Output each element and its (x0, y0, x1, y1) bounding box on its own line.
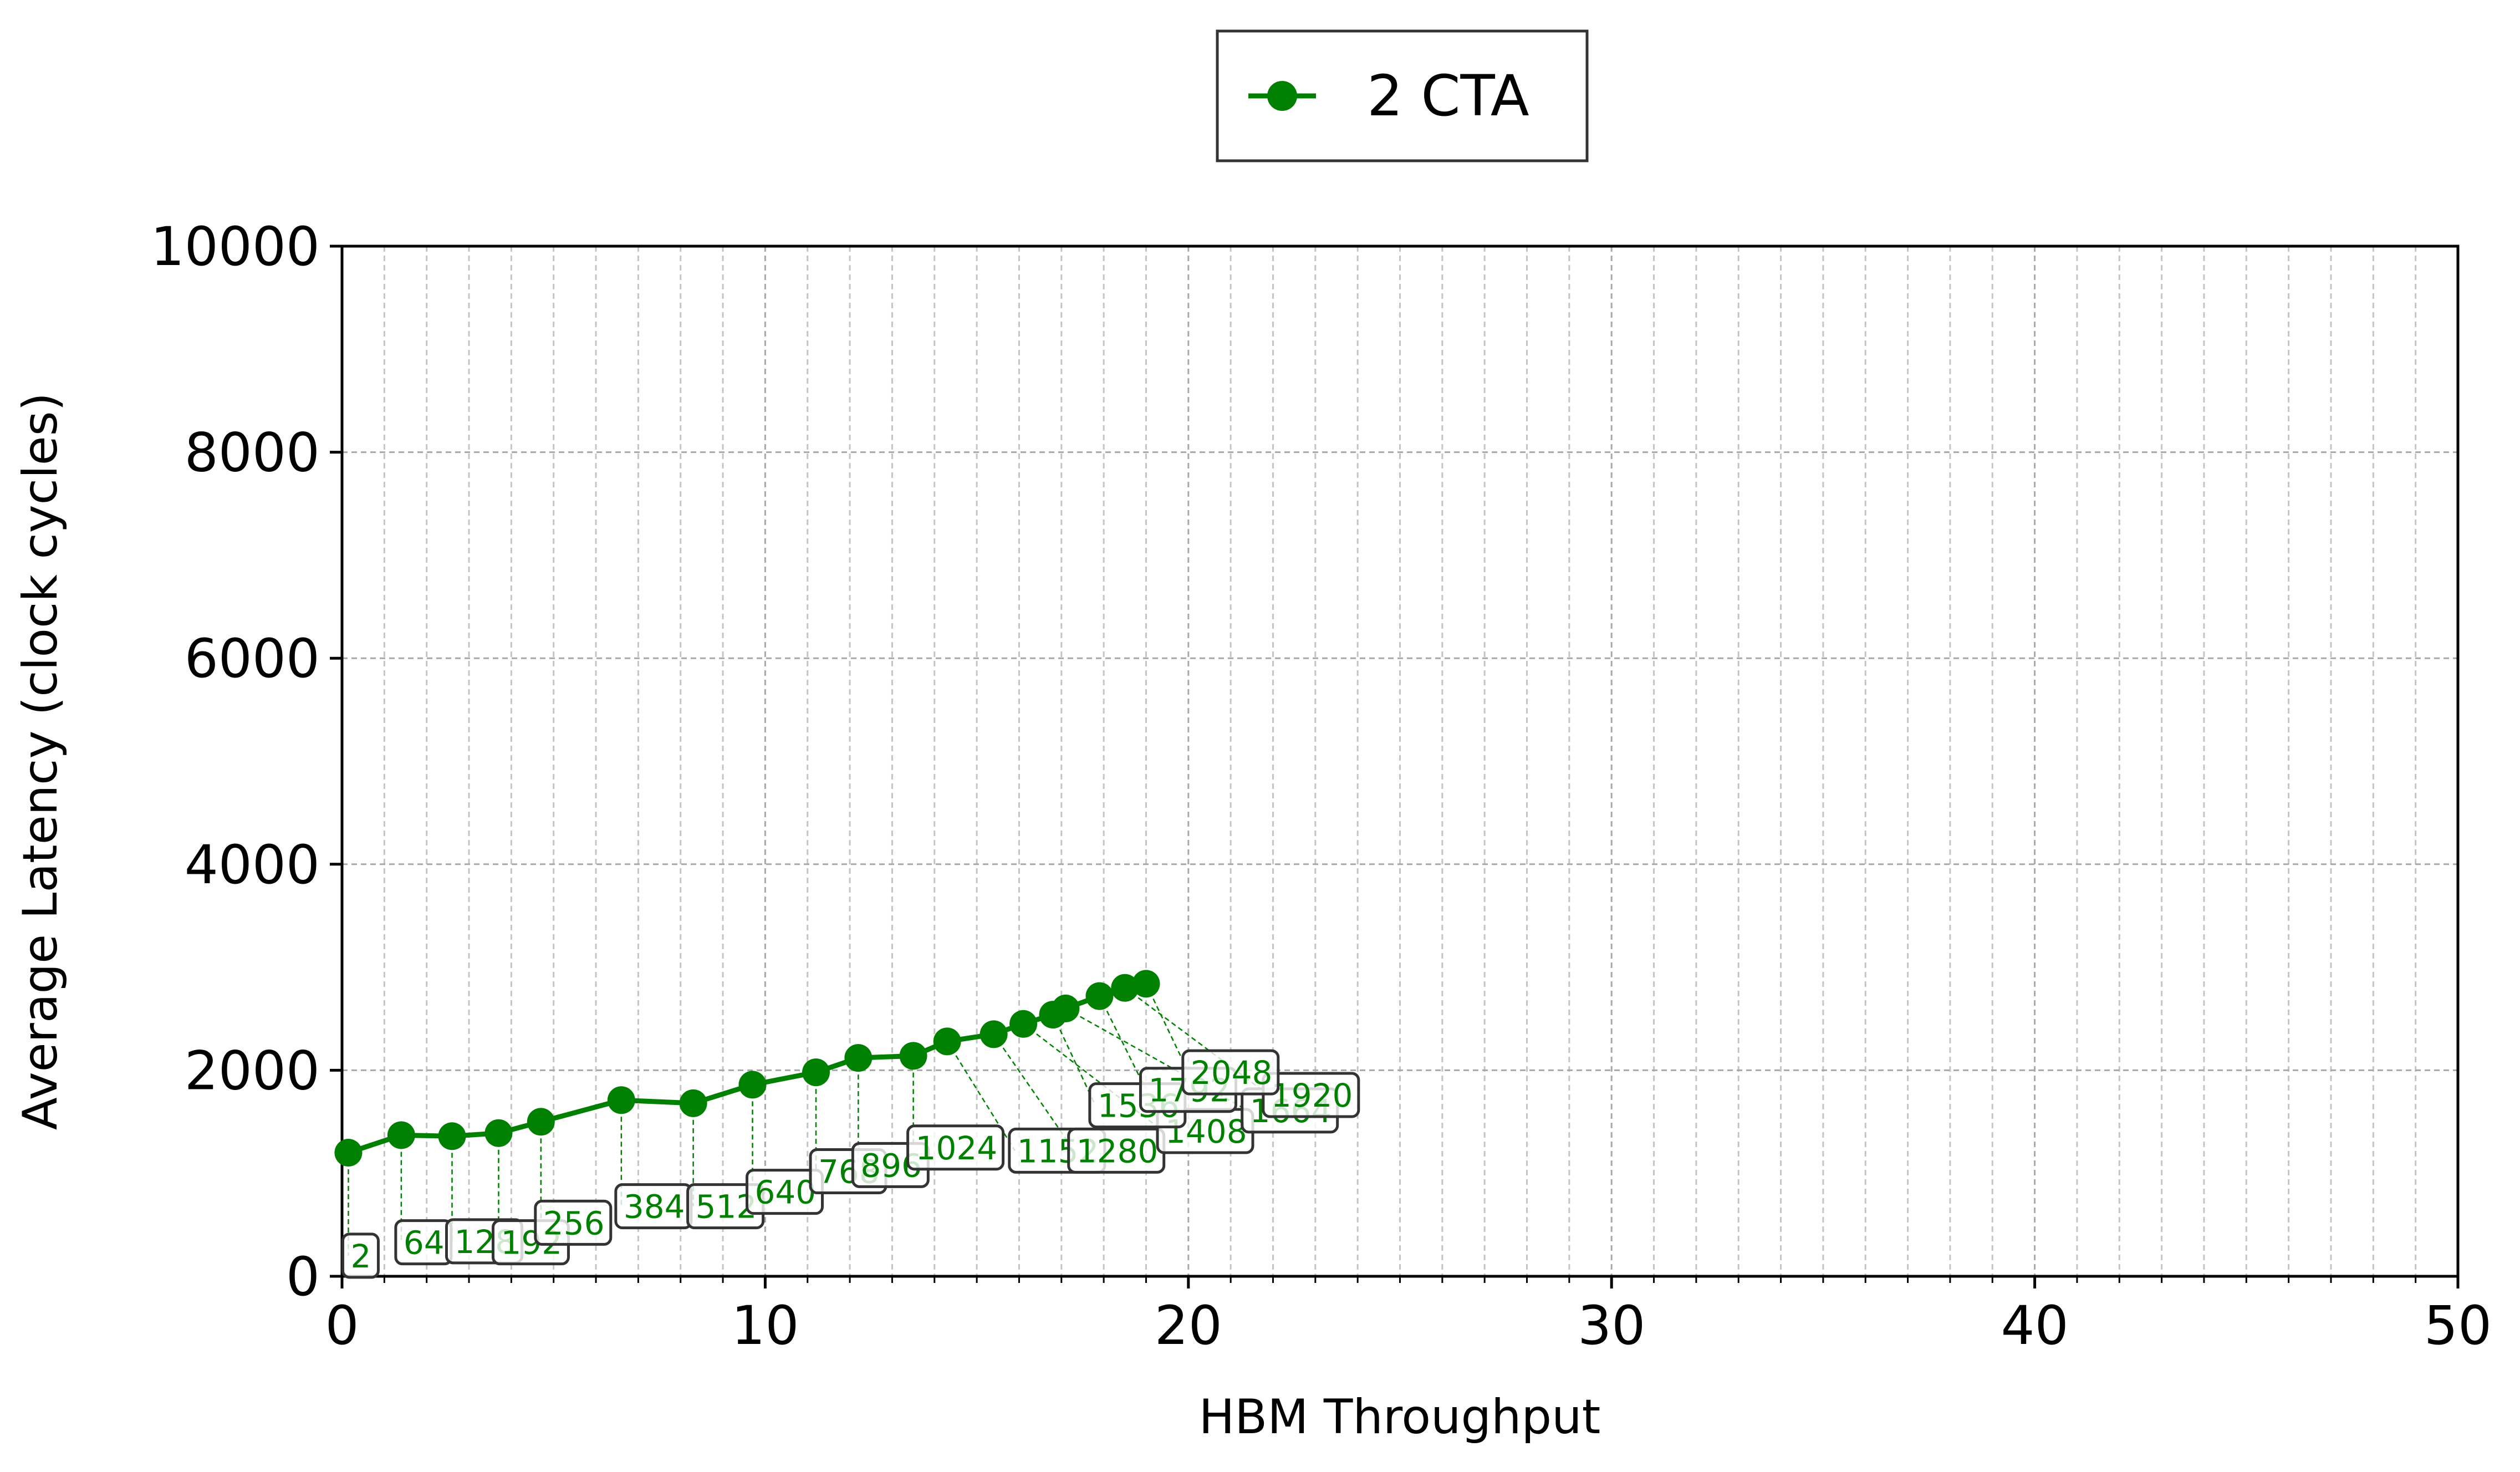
point-label: 1280 (1077, 1132, 1159, 1170)
grid (342, 246, 2458, 1276)
y-tick-label: 0 (286, 1246, 320, 1308)
point-label: 2 (350, 1237, 371, 1275)
y-tick-label: 2000 (185, 1040, 320, 1102)
annotation-leader (1052, 1014, 1096, 1106)
data-point (844, 1044, 873, 1072)
data-point (1111, 974, 1139, 1002)
x-axis-label: HBM Throughput (1199, 1389, 1601, 1445)
data-point (607, 1086, 635, 1114)
legend-entry-2-cta: 2 CTA (1367, 63, 1529, 129)
x-tick-label: 20 (1155, 1295, 1222, 1357)
data-point (527, 1108, 555, 1136)
y-tick-label: 10000 (151, 216, 320, 278)
y-tick-label: 8000 (185, 422, 320, 484)
data-point (484, 1119, 513, 1147)
data-point (899, 1042, 927, 1070)
x-tick-label: 30 (1578, 1295, 1645, 1357)
series-2-cta (334, 970, 1160, 1167)
annotation-leader (1124, 987, 1269, 1096)
point-label: 640 (754, 1174, 816, 1211)
data-point (933, 1027, 961, 1056)
point-label: 1920 (1271, 1077, 1353, 1114)
y-axis-label: Average Latency (clock cycles) (13, 393, 68, 1130)
x-tick-label: 50 (2424, 1295, 2492, 1357)
annotation-leader (1023, 1023, 1164, 1132)
x-tick-label: 0 (325, 1295, 359, 1357)
data-point (738, 1071, 767, 1099)
data-point (1052, 994, 1080, 1022)
series-line (348, 981, 1147, 1155)
point-label: 256 (543, 1204, 605, 1242)
annotation-leader (1065, 1007, 1248, 1111)
data-point (438, 1122, 466, 1150)
y-tick-label: 4000 (185, 834, 320, 896)
axis-ticks: 0 10 20 30 40 50 0 2000 4000 6000 8000 10000 (151, 216, 2492, 1357)
data-point (1132, 970, 1160, 998)
annotation-leader (946, 1041, 1016, 1151)
point-label: 384 (624, 1188, 685, 1226)
point-label-box (341, 1232, 380, 1279)
y-tick-label: 6000 (185, 628, 320, 690)
point-label: 64 (404, 1224, 445, 1262)
x-tick-label: 10 (731, 1295, 799, 1357)
data-point (1009, 1010, 1038, 1038)
data-point (334, 1139, 363, 1167)
data-point (1085, 982, 1114, 1010)
data-point (387, 1121, 415, 1149)
point-label-box (906, 1124, 1005, 1171)
point-label-box (534, 1199, 613, 1246)
x-tick-label: 40 (2001, 1295, 2069, 1357)
data-point (802, 1058, 830, 1087)
point-label: 2048 (1191, 1054, 1273, 1092)
annotation-leader (1099, 996, 1147, 1091)
point-label: 1024 (916, 1129, 998, 1167)
data-point (679, 1089, 707, 1117)
legend: 2 CTA (1216, 29, 1589, 162)
point-label-box (1181, 1049, 1280, 1096)
legend-marker-swatch (1267, 81, 1297, 111)
data-point (980, 1020, 1008, 1048)
